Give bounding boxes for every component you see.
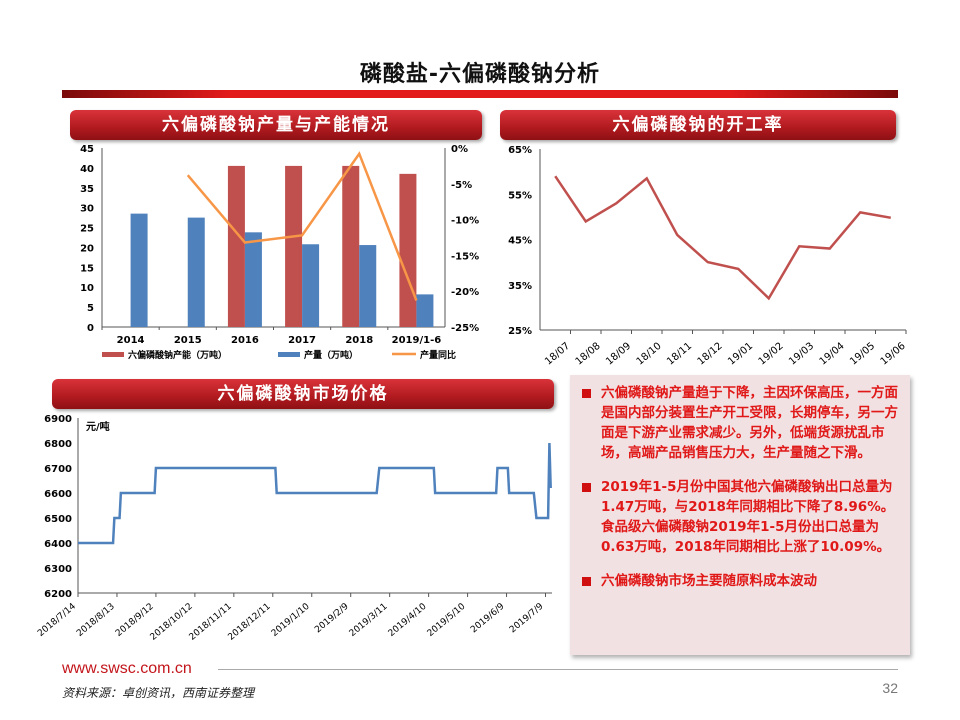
svg-text:2019/1-6: 2019/1-6 xyxy=(392,335,442,346)
svg-text:18/12: 18/12 xyxy=(696,341,725,368)
svg-text:-5%: -5% xyxy=(451,180,472,191)
svg-text:2018/7/14: 2018/7/14 xyxy=(36,601,78,638)
svg-text:2018: 2018 xyxy=(345,335,373,346)
svg-text:45: 45 xyxy=(80,144,94,155)
svg-text:19/01: 19/01 xyxy=(726,341,755,368)
svg-text:2019/4/10: 2019/4/10 xyxy=(387,601,429,638)
footer-url[interactable]: www.swsc.com.cn xyxy=(62,660,192,677)
svg-text:6700: 6700 xyxy=(44,464,72,475)
svg-text:2019/5/10: 2019/5/10 xyxy=(426,601,468,638)
svg-text:45%: 45% xyxy=(508,236,532,247)
svg-text:2019/6/9: 2019/6/9 xyxy=(469,601,507,635)
svg-text:0: 0 xyxy=(87,323,94,334)
svg-text:15: 15 xyxy=(80,263,94,274)
svg-text:2019/1/10: 2019/1/10 xyxy=(270,601,312,638)
svg-text:30: 30 xyxy=(80,204,94,215)
svg-text:55%: 55% xyxy=(508,190,532,201)
svg-text:19/06: 19/06 xyxy=(879,341,908,368)
section-header-operating-rate: 六偏磷酸钠的开工率 xyxy=(500,110,896,140)
svg-text:2017: 2017 xyxy=(288,335,316,346)
note-item: 2019年1-5月份中国其他六偏磷酸钠出口总量为1.47万吨，与2018年同期相… xyxy=(582,477,900,557)
svg-text:5: 5 xyxy=(87,303,94,314)
bullet-icon xyxy=(582,389,591,398)
svg-text:2019/3/11: 2019/3/11 xyxy=(348,602,390,639)
svg-text:6900: 6900 xyxy=(44,414,72,425)
bullet-icon xyxy=(582,577,591,586)
svg-text:2019/2/9: 2019/2/9 xyxy=(313,601,351,635)
svg-text:6200: 6200 xyxy=(44,589,72,600)
svg-text:6600: 6600 xyxy=(44,489,72,500)
svg-text:2018/8/13: 2018/8/13 xyxy=(75,602,117,639)
operating-rate-chart: 25% 35% 45% 55% 65% 18/07 18/08 18/09 18/10 18/11… xyxy=(508,145,908,368)
svg-text:产量（万吨）: 产量（万吨） xyxy=(304,349,358,361)
svg-text:25: 25 xyxy=(80,224,94,235)
svg-text:18/09: 18/09 xyxy=(604,341,633,368)
svg-text:19/04: 19/04 xyxy=(818,341,847,368)
section-header-capacity: 六偏磷酸钠产量与产能情况 xyxy=(70,110,482,140)
notes-panel: 六偏磷酸钠产量趋于下降，主因环保高压，一方面是国内部分装置生产开工受限，长期停车… xyxy=(570,375,910,655)
svg-text:19/03: 19/03 xyxy=(787,341,816,368)
capacity-output-chart: 0 5 10 15 20 25 30 35 40 45 0% -5% -10% -15% -20% -25% 2… xyxy=(80,144,479,361)
svg-text:10: 10 xyxy=(80,283,94,294)
svg-text:-20%: -20% xyxy=(451,287,479,298)
svg-text:19/02: 19/02 xyxy=(757,341,786,368)
note-item: 六偏磷酸钠市场主要随原料成本波动 xyxy=(582,571,900,591)
svg-text:产量同比: 产量同比 xyxy=(420,349,456,361)
title-divider xyxy=(62,90,898,98)
svg-text:0%: 0% xyxy=(451,144,468,155)
svg-text:6300: 6300 xyxy=(44,564,72,575)
page-title: 磷酸盐-六偏磷酸钠分析 xyxy=(359,62,601,87)
svg-text:-25%: -25% xyxy=(451,323,479,334)
svg-text:2015: 2015 xyxy=(174,335,202,346)
svg-text:18/11: 18/11 xyxy=(665,341,694,368)
svg-text:20: 20 xyxy=(80,243,94,254)
svg-text:2018/12/11: 2018/12/11 xyxy=(227,602,273,643)
svg-text:6400: 6400 xyxy=(44,539,72,550)
source-note: 资料来源：卓创资讯，西南证券整理 xyxy=(62,686,255,700)
svg-text:25%: 25% xyxy=(508,326,532,337)
svg-text:2019/7/9: 2019/7/9 xyxy=(508,601,546,635)
svg-text:六偏磷酸钠产能（万吨）: 六偏磷酸钠产能（万吨） xyxy=(128,349,227,361)
section-header-price: 六偏磷酸钠市场价格 xyxy=(52,379,554,409)
svg-text:6500: 6500 xyxy=(44,514,72,525)
svg-text:40: 40 xyxy=(80,164,94,175)
note-item: 六偏磷酸钠产量趋于下降，主因环保高压，一方面是国内部分装置生产开工受限，长期停车… xyxy=(582,383,900,463)
bullet-icon xyxy=(582,483,591,492)
svg-text:65%: 65% xyxy=(508,145,532,156)
svg-text:35: 35 xyxy=(80,184,94,195)
svg-text:2014: 2014 xyxy=(117,335,145,346)
page-number: 32 xyxy=(882,680,898,696)
footer-divider xyxy=(218,669,898,670)
svg-text:35%: 35% xyxy=(508,281,532,292)
svg-text:-15%: -15% xyxy=(451,251,479,262)
svg-text:18/08: 18/08 xyxy=(574,341,603,368)
svg-text:19/05: 19/05 xyxy=(848,341,877,368)
svg-text:6800: 6800 xyxy=(44,439,72,450)
price-chart: 6200 6300 6400 6500 6600 6700 6800 6900 元/吨 2018/… xyxy=(36,414,552,643)
svg-text:18/07: 18/07 xyxy=(543,341,572,368)
svg-text:元/吨: 元/吨 xyxy=(86,420,110,433)
svg-text:18/10: 18/10 xyxy=(635,341,664,368)
svg-text:-10%: -10% xyxy=(451,216,479,227)
svg-text:2016: 2016 xyxy=(231,335,259,346)
